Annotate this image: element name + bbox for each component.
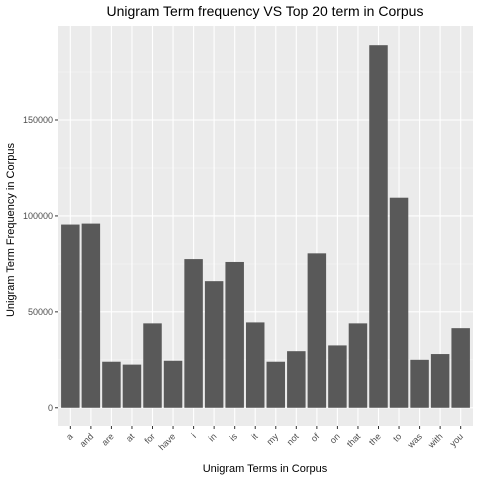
bar-and: [81, 223, 101, 408]
bar-for: [143, 323, 162, 408]
x-tick-label: in: [207, 431, 219, 443]
x-axis-title: Unigram Terms in Corpus: [203, 463, 328, 475]
x-tick-label: not: [285, 431, 301, 447]
x-tick-label: for: [142, 431, 157, 446]
bar-was: [410, 359, 429, 408]
x-tick-label: i: [190, 431, 198, 439]
x-tick-label: are: [100, 431, 116, 447]
x-tick-label: to: [391, 431, 403, 443]
x-tick-label: have: [157, 431, 178, 452]
y-tick-label: 150000: [23, 115, 53, 125]
x-tick-label: you: [448, 431, 465, 448]
y-tick-label: 100000: [23, 211, 53, 221]
bar-are: [102, 361, 121, 408]
x-tick-label: with: [425, 431, 444, 450]
x-tick-label: my: [265, 431, 281, 447]
bar-a: [61, 224, 80, 408]
y-tick-label: 0: [48, 403, 53, 413]
bar-at: [122, 364, 142, 408]
bar-to: [389, 197, 409, 408]
x-tick-label: was: [405, 431, 424, 450]
y-axis: 0 50000 100000 150000: [23, 115, 58, 413]
bar-of: [307, 253, 327, 408]
x-tick-label: that: [345, 431, 363, 449]
bar-my: [266, 361, 286, 408]
x-tick-label: at: [124, 431, 137, 444]
bar-that: [348, 323, 368, 408]
bar-you: [451, 328, 470, 408]
bar-i: [184, 259, 203, 408]
bar-in: [204, 281, 224, 408]
x-tick-label: and: [78, 431, 96, 449]
x-tick-label: a: [64, 431, 75, 442]
x-tick-label: on: [328, 431, 342, 445]
y-axis-title: Unigram Term Frequency in Corpus: [5, 142, 17, 317]
bar-on: [328, 345, 347, 408]
x-axis: a and are at for have i in is it my not of on that the t…: [64, 426, 465, 452]
bar-not: [287, 351, 306, 408]
bar-the: [369, 45, 388, 408]
y-tick-label: 50000: [28, 307, 53, 317]
x-tick-label: is: [227, 431, 239, 443]
bars: [61, 45, 470, 408]
x-tick-label: of: [309, 431, 322, 444]
bar-have: [163, 360, 183, 408]
x-tick-label: the: [367, 431, 383, 447]
bar-is: [225, 261, 244, 408]
x-tick-label: it: [249, 431, 260, 442]
bar-it: [245, 322, 265, 408]
chart-title: Unigram Term frequency VS Top 20 term in…: [107, 3, 424, 19]
bar-with: [430, 354, 450, 408]
